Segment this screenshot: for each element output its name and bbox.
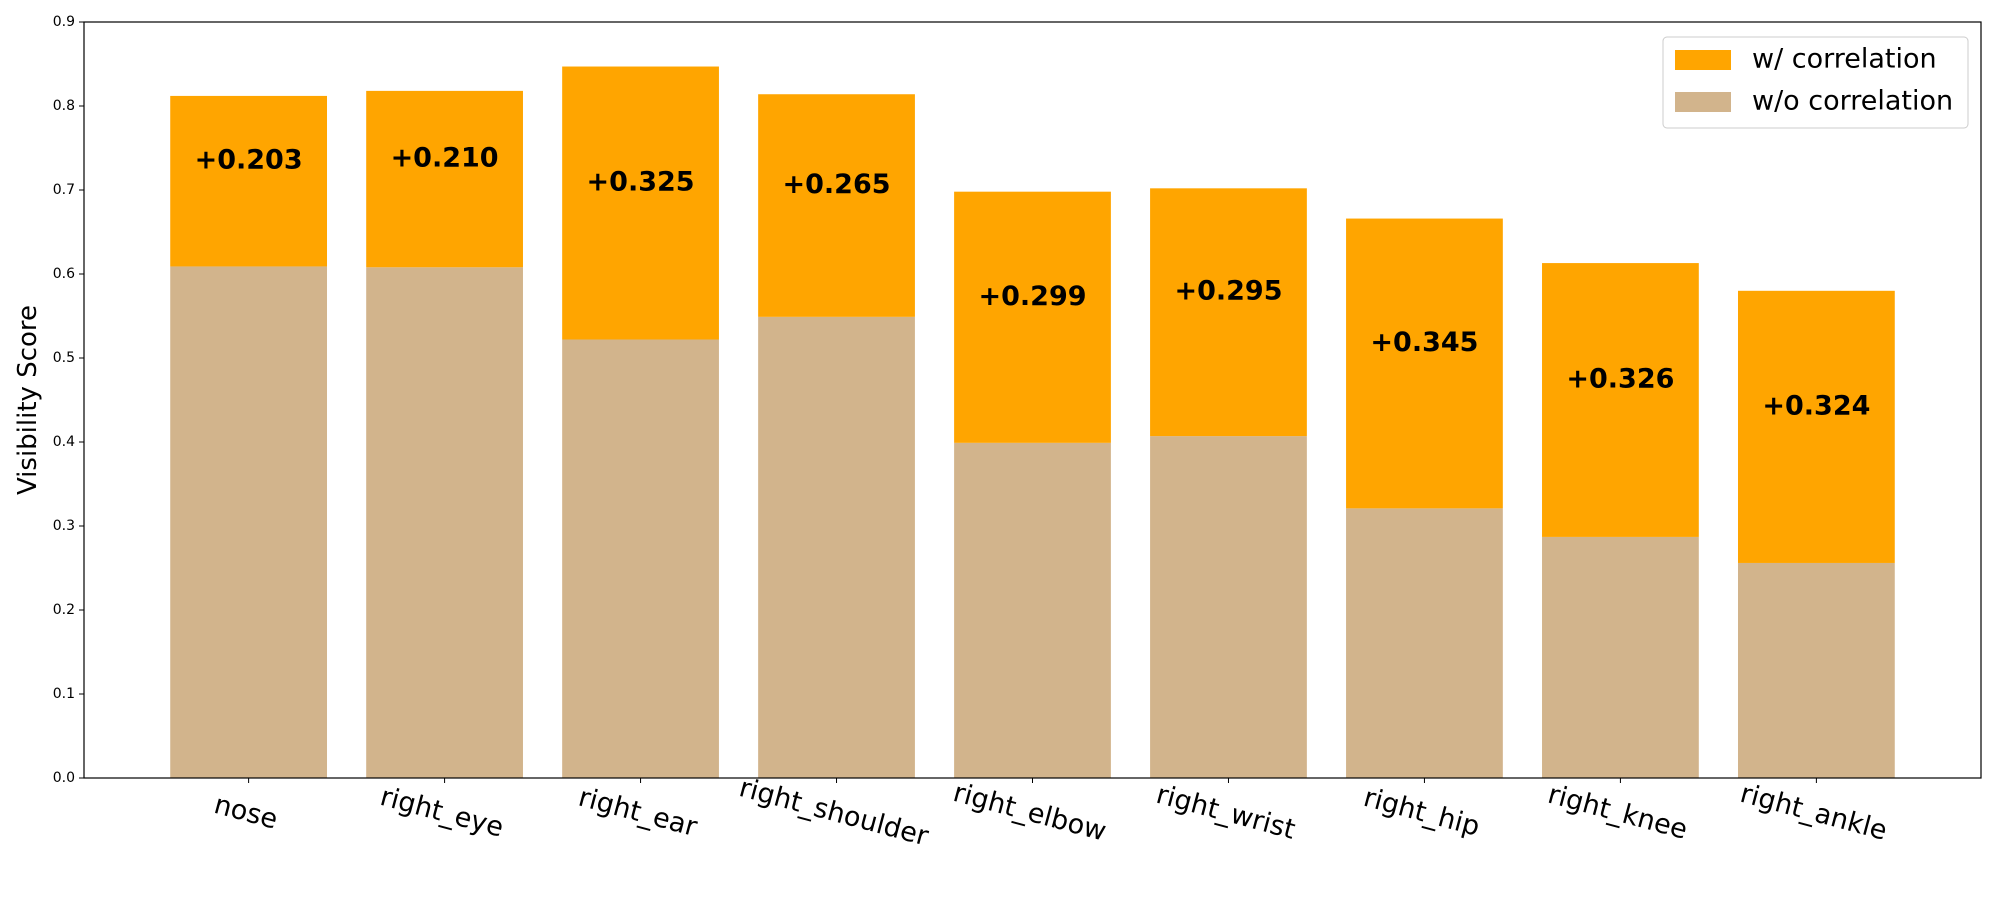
- bar-segment: [366, 90, 523, 268]
- value-label: +0.210: [391, 143, 499, 174]
- x-tick-label: right_wrist: [1153, 779, 1298, 846]
- legend-swatch: [1675, 50, 1731, 70]
- y-tick-label: 0.5: [53, 350, 75, 366]
- value-label: +0.299: [978, 281, 1086, 312]
- legend-swatch: [1675, 92, 1731, 112]
- bar-segment: [954, 191, 1111, 443]
- bar-segment: [758, 316, 915, 778]
- bar-segment: [562, 66, 719, 340]
- bar-segment: [1346, 508, 1503, 778]
- legend-label: w/ correlation: [1752, 44, 1937, 75]
- x-tick-label: right_ear: [575, 782, 701, 844]
- bar-segment: [170, 266, 328, 778]
- bar-segment: [1542, 536, 1699, 778]
- value-label: +0.345: [1370, 327, 1478, 358]
- bar-segment: [1150, 436, 1307, 778]
- y-tick-label: 0.3: [53, 518, 75, 534]
- legend-label: w/o correlation: [1752, 86, 1953, 117]
- plot-frame: [83, 21, 1982, 779]
- bar-segment: [1542, 263, 1699, 537]
- y-axis-label: Visibility Score: [13, 305, 43, 495]
- x-tick-label: right_knee: [1545, 779, 1691, 846]
- value-label: +0.325: [587, 167, 695, 198]
- x-tick-label: right_shoulder: [736, 772, 932, 852]
- bar-segment: [366, 267, 523, 778]
- bar-segment: [1737, 562, 1895, 778]
- value-label: +0.295: [1174, 276, 1282, 307]
- bar-segment: [1150, 188, 1307, 437]
- value-label: +0.203: [195, 145, 303, 176]
- y-tick-label: 0.0: [53, 770, 75, 786]
- legend-frame: [1662, 36, 1969, 129]
- x-tick-label: right_eye: [377, 781, 507, 844]
- bar-segment: [170, 95, 328, 267]
- bar-segment: [562, 339, 719, 778]
- y-tick-label: 0.6: [53, 266, 75, 282]
- bar-segment: [758, 94, 915, 317]
- bar-segment: [954, 442, 1111, 778]
- x-tick-label: right_hip: [1360, 782, 1483, 843]
- bar-segment: [1346, 218, 1503, 509]
- value-label: +0.324: [1762, 390, 1870, 421]
- y-tick-label: 0.7: [53, 182, 75, 198]
- y-tick-label: 0.2: [53, 602, 75, 618]
- y-tick-label: 0.8: [53, 98, 75, 114]
- value-label: +0.326: [1566, 364, 1674, 395]
- x-tick-label: nose: [211, 789, 281, 836]
- y-tick-label: 0.1: [53, 686, 75, 702]
- bar-segment: [1737, 290, 1895, 563]
- x-tick-label: right_ankle: [1737, 778, 1890, 847]
- value-label: +0.265: [783, 169, 891, 200]
- x-tick-label: right_elbow: [950, 777, 1109, 848]
- y-tick-label: 0.9: [53, 14, 75, 30]
- y-tick-label: 0.4: [53, 434, 75, 450]
- legend: w/ correlation w/o correlation: [1662, 36, 1969, 129]
